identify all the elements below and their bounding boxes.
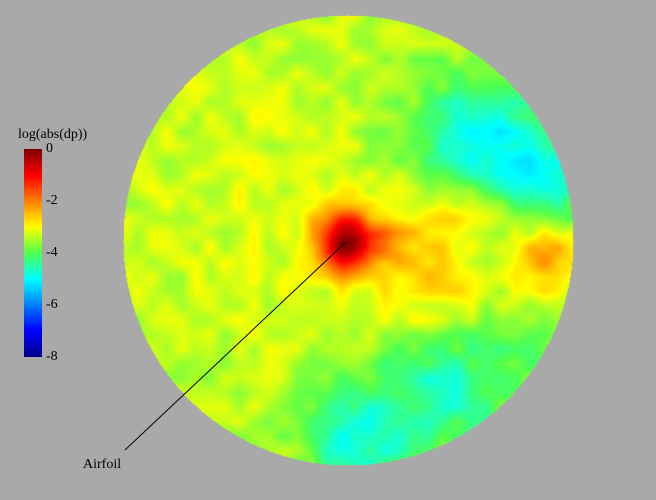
scalar-field-plot	[121, 13, 575, 467]
colorbar-tick-label: -8	[46, 349, 58, 365]
annotation-label: Airfoil	[83, 457, 121, 473]
colorbar	[24, 149, 42, 357]
colorbar-tick-label: -4	[46, 245, 58, 261]
colorbar-tick-label: -6	[46, 297, 58, 313]
colorbar-tick-label: 0	[46, 141, 53, 157]
colorbar-tick-label: -2	[46, 193, 58, 209]
